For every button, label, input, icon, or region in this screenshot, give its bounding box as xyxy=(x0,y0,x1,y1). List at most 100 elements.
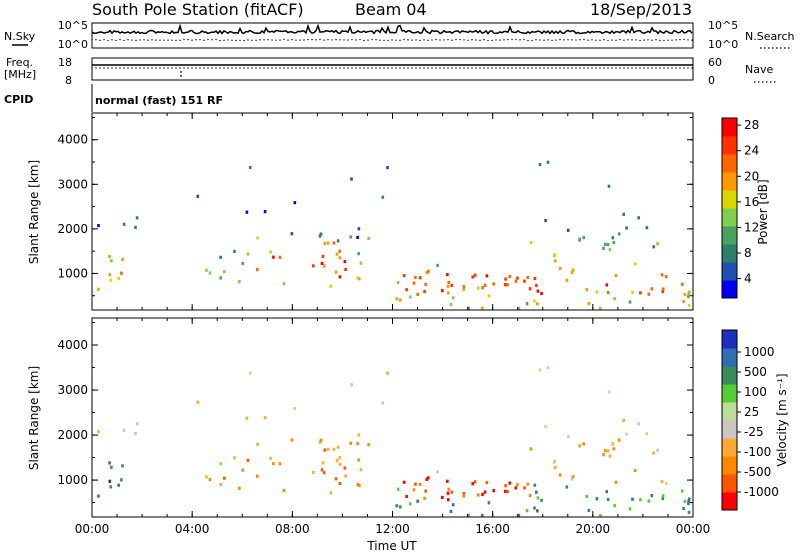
nave-point xyxy=(183,67,185,69)
ytick-label: 1000 xyxy=(57,473,88,487)
velocity-cell xyxy=(332,447,336,451)
velocity-cell xyxy=(536,509,539,513)
velocity-cell xyxy=(205,475,208,479)
velocity-cell xyxy=(233,456,236,460)
power-cell xyxy=(536,302,539,306)
power-cell xyxy=(338,249,342,253)
velocity-cell xyxy=(405,494,408,499)
nsearch-point xyxy=(647,39,649,41)
power-cell xyxy=(441,289,444,293)
colorbar-swatch xyxy=(722,262,737,281)
nave-point xyxy=(387,67,389,69)
power-cell xyxy=(558,266,562,270)
nave-point xyxy=(607,67,609,69)
nave-point xyxy=(435,67,437,69)
nave-label: Nave xyxy=(745,63,773,76)
power-cell xyxy=(349,235,353,239)
nsearch-point xyxy=(439,39,441,41)
power-cell xyxy=(446,284,450,289)
power-colorbar-ticks: 4 8 12 16 20 24 28 xyxy=(737,118,759,286)
nave-point xyxy=(267,67,269,69)
power-cell xyxy=(625,226,628,230)
nave-point xyxy=(639,67,641,69)
power-cell xyxy=(529,241,533,245)
nave-point xyxy=(415,67,417,69)
velocity-cell xyxy=(514,486,518,490)
power-cell xyxy=(109,278,113,282)
velocity-cell xyxy=(664,481,668,485)
nsearch-point xyxy=(471,39,473,41)
nave-point xyxy=(531,67,533,69)
power-cell xyxy=(612,240,616,245)
nsearch-point xyxy=(375,38,377,41)
nave-point xyxy=(343,67,345,69)
nsearch-point xyxy=(515,38,517,41)
power-cell xyxy=(425,271,429,275)
nave-point xyxy=(455,67,457,69)
nave-point xyxy=(107,67,109,69)
velocity-cell xyxy=(476,493,480,497)
nsearch-point xyxy=(147,39,149,41)
nsearch-point xyxy=(211,39,213,41)
power-cell xyxy=(436,263,439,268)
nave-point xyxy=(431,67,433,69)
power-cell xyxy=(687,290,691,294)
velocity-cell xyxy=(637,422,641,426)
nave-point xyxy=(279,67,281,69)
power-cell xyxy=(97,223,100,228)
nsearch-point xyxy=(283,38,285,41)
velocity-cell xyxy=(446,491,450,495)
nsearch-point xyxy=(467,39,469,41)
velocity-cell xyxy=(424,489,427,493)
velocity-axis: 1000 2000 3000 4000 00:00 04:00 08:00 12:00 16:0… xyxy=(57,318,710,536)
nave-point xyxy=(471,67,473,69)
velocity-cell xyxy=(318,440,322,444)
power-cell xyxy=(318,234,322,238)
nave-point xyxy=(491,67,493,69)
power-cell xyxy=(447,280,451,285)
nave-point xyxy=(659,67,661,69)
nsearch-point xyxy=(667,39,669,41)
nave-point xyxy=(543,67,545,69)
nsearch-point xyxy=(399,39,401,42)
power-cell xyxy=(263,210,267,214)
xtick-label: 08:00 xyxy=(275,522,310,536)
nave-point xyxy=(147,67,149,69)
nsearch-point xyxy=(603,39,605,41)
nsearch-label: N.Search xyxy=(745,30,795,43)
nsearch-point xyxy=(363,39,365,42)
colorbar-tick-label: 25 xyxy=(744,405,759,419)
velocity-cell xyxy=(293,406,297,411)
power-cell xyxy=(278,255,282,259)
nsearch-point xyxy=(403,38,405,41)
nave-point xyxy=(683,67,685,69)
colorbar-swatch xyxy=(722,402,737,421)
nsearch-point xyxy=(491,39,493,42)
nave-point xyxy=(159,67,161,69)
nave-point xyxy=(515,67,517,69)
nave-point xyxy=(223,67,225,69)
nsearch-point xyxy=(199,38,201,41)
nave-point xyxy=(375,67,377,69)
velocity-cell xyxy=(528,493,532,498)
velocity-cell xyxy=(447,487,451,491)
nave-point xyxy=(611,67,613,69)
power-cell xyxy=(357,277,361,281)
power-cell xyxy=(248,165,252,170)
nave-point xyxy=(119,67,121,69)
noise-tick-low-right: 10^0 xyxy=(708,38,738,51)
power-cell xyxy=(637,216,641,220)
velocity-cell xyxy=(425,477,429,481)
colorbar-swatch xyxy=(722,348,737,367)
velocity-cell xyxy=(219,462,222,466)
nave-point xyxy=(575,67,577,69)
nsearch-point xyxy=(307,38,309,41)
power-cell xyxy=(687,292,691,296)
nsearch-point xyxy=(463,39,465,41)
velocity-cell xyxy=(121,464,124,468)
velocity-cell xyxy=(608,454,612,458)
power-cell xyxy=(546,160,550,164)
nsearch-point xyxy=(659,39,661,42)
noise-tick-high-right: 10^5 xyxy=(708,19,738,32)
power-scatter-cells xyxy=(97,160,691,311)
